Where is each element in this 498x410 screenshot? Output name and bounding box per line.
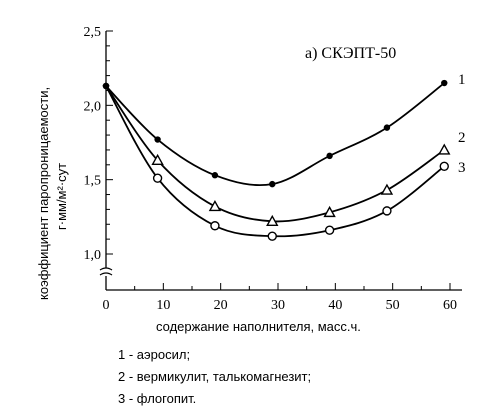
x-tick-label: 30 <box>271 298 285 313</box>
series-1-point <box>269 180 276 188</box>
series-3-point <box>210 221 220 231</box>
note-aerosil: 1 - аэросил; <box>118 347 191 362</box>
y-axis-label-line1: коэффициент паропроницаемости, <box>36 87 51 300</box>
axis-break-mark-lower <box>99 272 113 276</box>
series-1-point <box>211 172 219 179</box>
series-2-point <box>323 205 336 218</box>
curve-label-3: 3 <box>458 160 466 176</box>
series-1-point <box>383 124 391 131</box>
y-axis-label-line2: г·мм/м²·сут <box>54 163 69 230</box>
series-2-point <box>438 143 451 155</box>
x-tick-label: 40 <box>328 298 342 313</box>
x-tick-label: 0 <box>103 298 110 313</box>
series-3-point <box>102 82 110 90</box>
x-tick-label: 10 <box>156 298 170 313</box>
chart-title: а) СКЭПТ-50 <box>305 45 396 62</box>
series-2-point <box>208 199 222 212</box>
series-1-line <box>105 82 445 187</box>
chart: 1,0 1,5 2,0 2,5 0 10 20 30 40 50 60 1 2 3 а) СКЭПТ-5… <box>36 25 466 334</box>
series-2-point <box>151 153 164 166</box>
legend-notes: 1 - аэросил; 2 - вермикулит, талькомагне… <box>118 344 311 410</box>
x-tick-label: 50 <box>386 298 400 313</box>
series-2-point <box>266 214 279 226</box>
x-tick-label: 20 <box>214 298 228 313</box>
series-layer: 1 2 3 <box>102 72 466 241</box>
curve-label-1: 1 <box>458 72 466 88</box>
y-tick-label: 1,5 <box>84 174 102 189</box>
y-tick-label: 2,5 <box>84 25 102 40</box>
note-vermiculite: 2 - вермикулит, талькомагнезит; <box>118 369 312 384</box>
series-1-point <box>154 136 161 143</box>
note-phlogopite: 3 - флогопит. <box>118 391 197 406</box>
series-3-point <box>382 206 392 216</box>
x-axis-label: содержание наполнителя, масс.ч. <box>156 319 361 334</box>
curve-label-2: 2 <box>458 130 466 146</box>
series-2-point <box>380 183 394 195</box>
y-tick-label: 2,0 <box>84 99 102 114</box>
series-3-point <box>439 161 449 171</box>
y-tick-label: 1,0 <box>84 248 102 263</box>
series-3-point <box>267 231 277 241</box>
series-1-point <box>326 152 333 160</box>
series-2-line <box>105 85 445 223</box>
series-3-point <box>324 225 335 235</box>
axis-break-mark-upper <box>99 267 113 271</box>
series-1-point <box>441 79 448 87</box>
ticks: 1,0 1,5 2,0 2,5 0 10 20 30 40 50 60 <box>84 25 458 313</box>
series-3-point <box>152 173 163 183</box>
x-tick-label: 60 <box>443 298 457 313</box>
